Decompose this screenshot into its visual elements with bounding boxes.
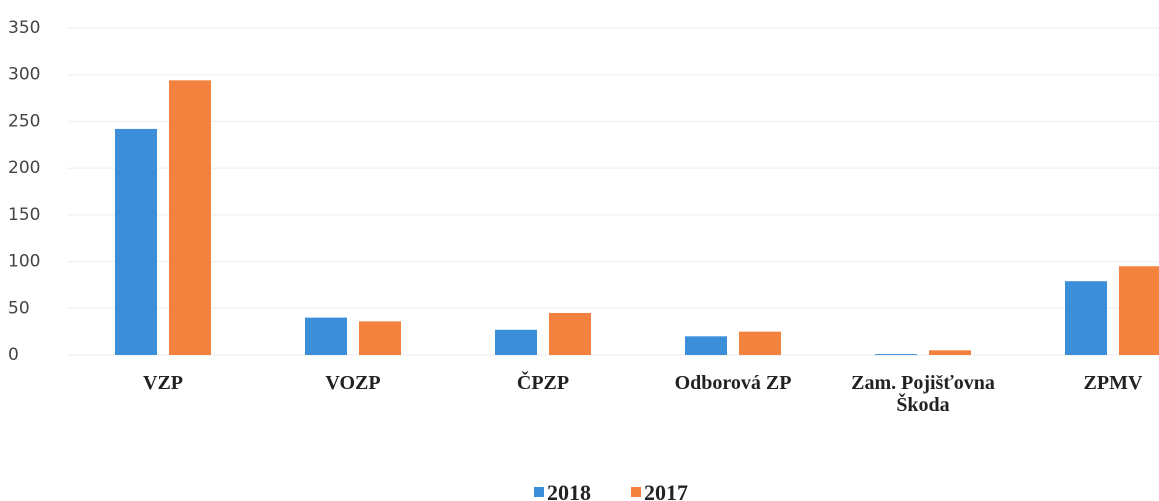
y-tick-label: 200 <box>8 158 40 178</box>
x-tick-label: ZPMV <box>1083 372 1143 394</box>
legend-swatch <box>534 487 544 497</box>
bar <box>169 80 211 355</box>
y-tick-label: 50 <box>8 298 30 318</box>
bar <box>359 321 401 355</box>
x-tick-label: ČPZP <box>516 372 570 394</box>
legend-label: 2018 <box>547 480 591 501</box>
bar <box>1119 266 1159 355</box>
y-tick-label: 150 <box>8 205 40 225</box>
legend-swatch <box>631 487 641 497</box>
x-tick-label: VZP <box>143 372 183 394</box>
bar <box>875 354 917 356</box>
x-tick-label: Zam. Pojišťovna Škoda <box>851 372 995 416</box>
bar <box>929 350 971 355</box>
bar <box>115 128 157 355</box>
bar <box>685 336 727 355</box>
bar <box>1065 281 1107 355</box>
bar <box>305 317 347 355</box>
legend-label: 2017 <box>644 480 688 501</box>
y-tick-label: 100 <box>8 252 40 272</box>
x-tick-label: Odborová ZP <box>674 372 792 394</box>
x-tick-label: VOZP <box>325 372 381 394</box>
bar <box>549 312 591 355</box>
y-tick-label: 0 <box>8 345 19 365</box>
bar <box>495 329 537 355</box>
y-tick-label: 300 <box>8 65 40 85</box>
y-tick-label: 350 <box>8 18 40 38</box>
y-tick-label: 250 <box>8 111 40 131</box>
bar <box>739 331 781 355</box>
